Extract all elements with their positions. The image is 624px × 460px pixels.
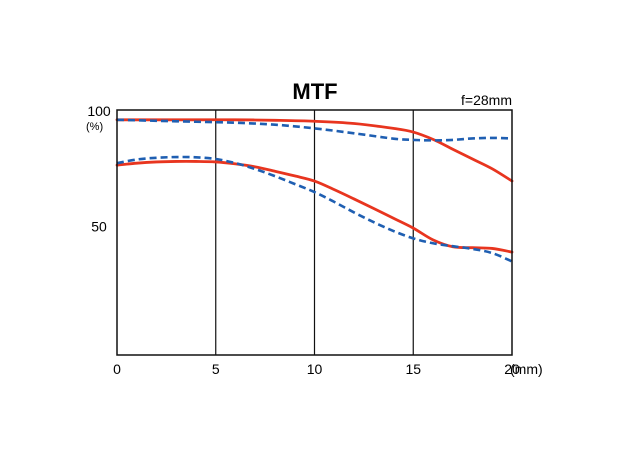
axis-layer: [116, 109, 513, 356]
x-axis-unit-label: (mm): [510, 361, 543, 377]
y-axis-unit-label: (%): [86, 121, 103, 133]
y-tick-label-50: 50: [91, 219, 107, 235]
series-line-2-dashed: [116, 118, 513, 142]
series-line-1-solid: [115, 118, 514, 183]
x-tick-label-5: 5: [212, 361, 220, 377]
focal-length-annotation: f=28mm: [461, 92, 512, 108]
label-layer: MTF f=28mm (%) (mm) 0 5 10 15 20 50 100: [86, 79, 543, 377]
series-line-4-dashed: [116, 155, 513, 263]
grid-layer: [215, 110, 414, 355]
plot-frame: [116, 109, 513, 356]
chart-title: MTF: [292, 79, 337, 104]
x-tick-label-15: 15: [405, 361, 421, 377]
x-tick-label-10: 10: [307, 361, 323, 377]
x-tick-label-20: 20: [504, 361, 520, 377]
x-tick-label-0: 0: [113, 361, 121, 377]
y-tick-label-100: 100: [87, 103, 111, 119]
series-layer: [115, 118, 514, 263]
